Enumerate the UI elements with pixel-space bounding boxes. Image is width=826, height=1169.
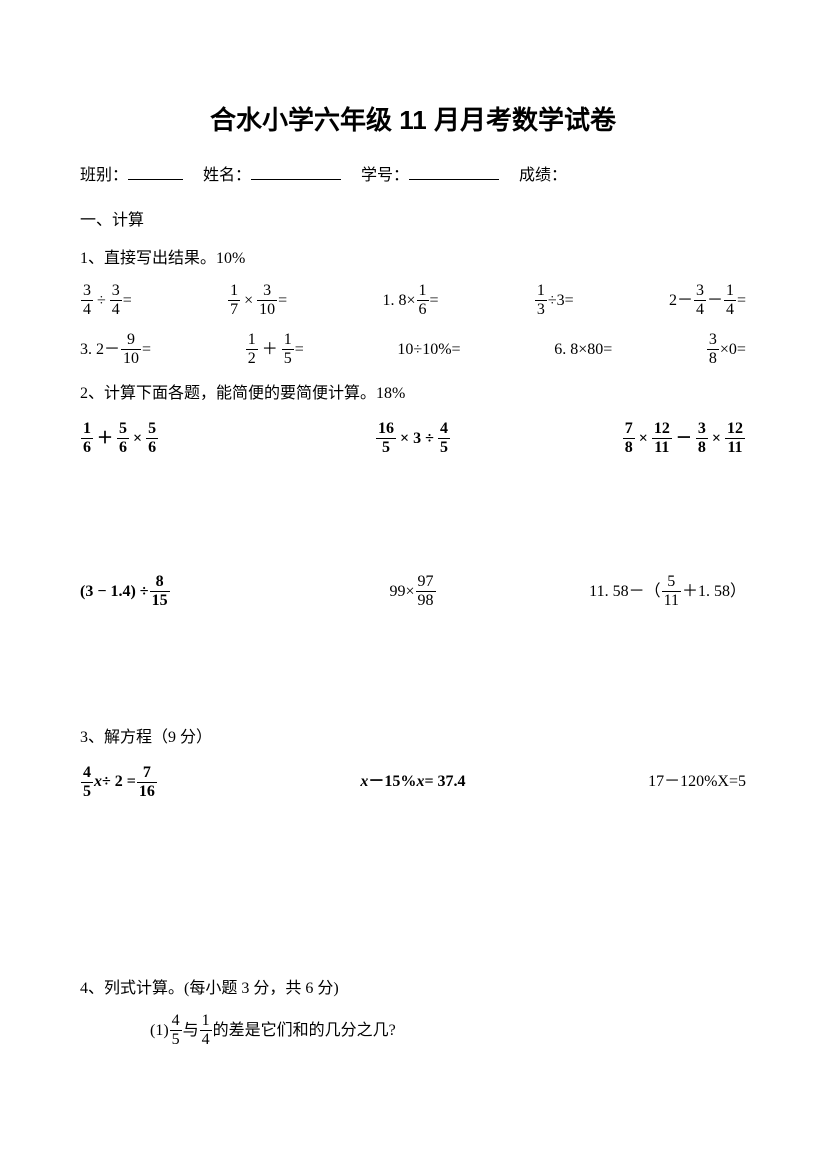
calc-row-1: 34 ÷ 34 = 17 × 310 = 1. 8× 16 = 13 ÷3= 2… [80,283,746,318]
q3-heading: 3、解方程（9 分） [80,725,746,751]
student-info-row: 班别： 姓名： 学号： 成绩： [80,162,746,189]
class-label: 班别： [80,163,128,189]
q2-row-2: (3 − 1.4) ÷ 815 99× 9798 11. 58－（ 511 ＋1… [80,574,746,609]
q4-item-1: (1) 45 与 14 的差是它们和的几分之几? [150,1013,746,1048]
calc-row-2: 3. 2－ 910 = 12 ＋ 15 = 10÷10%= 6. 8×80= 3… [80,332,746,367]
q1-heading: 1、直接写出结果。10% [80,246,746,272]
name-blank [251,162,341,180]
q2-heading: 2、计算下面各题，能简便的要简便计算。18% [80,381,746,407]
q4-heading: 4、列式计算。(每小题 3 分，共 6 分) [80,976,746,1002]
score-label: 成绩： [519,163,567,189]
id-label: 学号： [361,163,409,189]
name-label: 姓名： [203,163,251,189]
q2-row-1: 16 ＋ 56 × 56 165 × 3 ÷ 45 78 × 1211 － 38… [80,421,746,456]
q3-row: 45 x ÷ 2 = 716 x －15% x = 37.4 17－120%X=… [80,765,746,800]
page-title: 合水小学六年级 11 月月考数学试卷 [80,100,746,142]
class-blank [128,162,183,180]
section-1-heading: 一、计算 [80,208,746,234]
id-blank [409,162,499,180]
